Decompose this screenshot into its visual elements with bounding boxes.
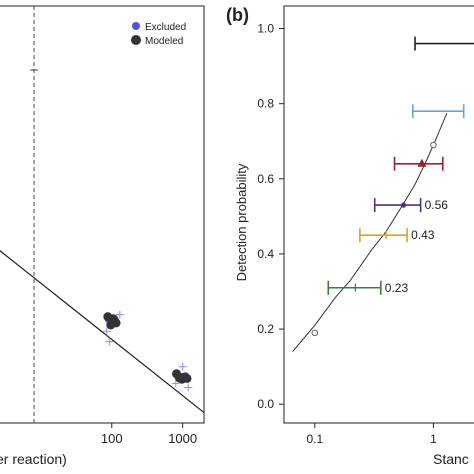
modeled-point [182,373,192,383]
y-tick-label: 0.4 [257,247,274,261]
legend-modeled-marker [131,35,141,45]
plot-frame [283,5,474,424]
x-tick-label: 0.1 [306,432,323,446]
legend-excluded-label: Excluded [145,22,186,33]
legend-modeled-label: Modeled [145,36,183,47]
y-tick-label: 0.6 [257,172,274,186]
interval-triangle-marker [417,158,427,167]
fit-line [0,250,205,414]
interval-cross-marker [382,231,391,240]
panel-a: 100 1000 Excluded Modeled er reaction) [0,5,205,467]
x-axis-label: er reaction) [0,451,67,467]
panel-b: (b) 0.0 0.2 0.4 0.6 0.8 1.0 0.1 1 Detection proba… [226,5,474,467]
modeled-point [111,318,121,328]
interval-cross-marker [351,283,360,292]
x-tick-label: 1000 [168,431,197,446]
y-tick-label: 0.8 [257,97,274,111]
y-tick-label: 1.0 [257,22,274,36]
x-tick-label: 1 [430,432,437,446]
excluded-cross-mark [115,310,124,319]
excluded-cross-mark [184,383,193,392]
interval-value-label: 0.56 [425,198,449,212]
y-tick-label: 0.0 [257,397,274,411]
panel-letter: (b) [226,5,249,25]
x-axis-label: Stanc [433,451,469,467]
y-axis-label: Detection probability [234,163,249,281]
interval-value-label: 0.43 [411,228,435,242]
excluded-cross-mark [171,379,180,388]
excluded-cross-mark [178,362,187,371]
excluded-cross-mark [102,327,111,336]
y-tick-label: 0.2 [257,322,274,336]
legend-excluded-marker [132,22,140,30]
observed-open-point [430,141,437,149]
x-tick-label: 100 [101,431,123,446]
interval-value-label: 0.23 [385,281,409,295]
plot-frame [0,5,205,424]
excluded-cross-mark [105,337,114,346]
observed-open-point [311,329,319,337]
interval-dot-marker [400,202,407,208]
